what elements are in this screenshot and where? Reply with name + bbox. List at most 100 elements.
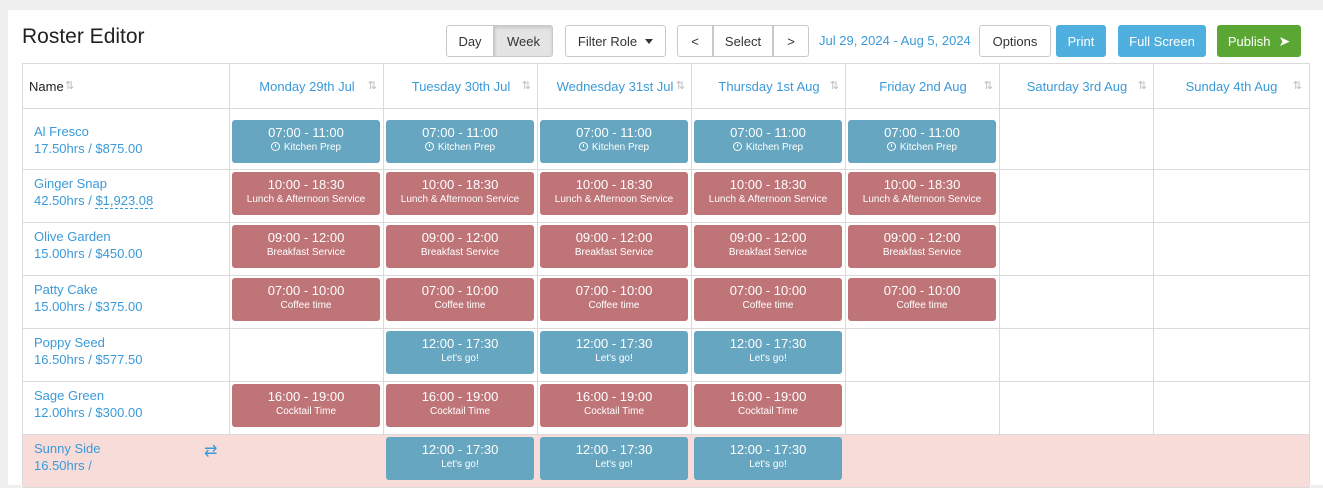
shift-card[interactable]: 12:00 - 17:30 Let's go! [386,437,534,480]
column-header-day-label: Saturday 3rd Aug [1026,78,1128,94]
employee-name-link[interactable]: Patty Cake [34,282,98,297]
shift-time: 09:00 - 12:00 [421,230,499,245]
shift-role-label: Kitchen Prep [437,142,496,153]
shift-card[interactable]: 07:00 - 11:00 Kitchen Prep [848,120,996,163]
filter-role-dropdown[interactable]: Filter Role [565,25,666,57]
sort-icon[interactable]: ⇅ [367,80,377,92]
shift-card[interactable]: 16:00 - 19:00 Cocktail Time [232,384,380,427]
column-divider [691,63,692,485]
column-header-day-label: Wednesday 31st Jul [556,78,674,94]
shift-description: Kitchen Prep [232,141,380,155]
column-header-day[interactable]: Friday 2nd Aug ⇅ [846,63,1000,109]
table-row: Ginger Snap 42.50hrs / $1,923.08 10:00 - 1… [23,170,1309,223]
shift-card[interactable]: 09:00 - 12:00 Breakfast Service [848,225,996,268]
shift-card[interactable]: 10:00 - 18:30 Lunch & Afternoon Service [386,172,534,215]
shift-card[interactable]: 09:00 - 12:00 Breakfast Service [694,225,842,268]
day-view-button[interactable]: Day [446,25,494,57]
shift-role-label: Cocktail Time [583,406,644,417]
employee-pay-link[interactable]: $1,923.08 [95,193,154,209]
sort-icon[interactable]: ⇅ [829,80,839,92]
shift-card[interactable]: 07:00 - 10:00 Coffee time [232,278,380,321]
shift-card[interactable]: 07:00 - 11:00 Kitchen Prep [694,120,842,163]
shift-card[interactable]: 16:00 - 19:00 Cocktail Time [694,384,842,427]
sort-icon[interactable]: ⇅ [983,80,993,92]
column-header-name[interactable]: Name ⇅ [23,63,229,109]
shift-time: 10:00 - 18:30 [575,177,653,192]
shift-card[interactable]: 12:00 - 17:30 Let's go! [386,331,534,374]
column-header-day[interactable]: Saturday 3rd Aug ⇅ [1000,63,1154,109]
shift-time: 09:00 - 12:00 [883,230,961,245]
table-row: Sunny Side 16.50hrs / ⇄ 12:00 - 17:30 Let's… [23,435,1309,488]
shift-card[interactable]: 07:00 - 11:00 Kitchen Prep [540,120,688,163]
shift-card[interactable]: 16:00 - 19:00 Cocktail Time [540,384,688,427]
shift-role-label: Breakfast Service [420,247,500,258]
clock-icon [578,142,588,151]
shift-card[interactable]: 07:00 - 10:00 Coffee time [848,278,996,321]
employee-info: Sunny Side 16.50hrs / [34,440,101,474]
shift-time: 12:00 - 17:30 [575,442,653,457]
shift-card[interactable]: 07:00 - 10:00 Coffee time [540,278,688,321]
shuffle-icon[interactable]: ⇄ [204,443,218,460]
shift-card[interactable]: 10:00 - 18:30 Lunch & Afternoon Service [694,172,842,215]
shift-card[interactable]: 10:00 - 18:30 Lunch & Afternoon Service [848,172,996,215]
employee-name-link[interactable]: Al Fresco [34,124,89,139]
shift-description: Cocktail Time [694,405,842,419]
shift-card[interactable]: 07:00 - 10:00 Coffee time [694,278,842,321]
employee-name-link[interactable]: Poppy Seed [34,335,105,350]
column-divider [845,63,846,485]
shift-card[interactable]: 09:00 - 12:00 Breakfast Service [386,225,534,268]
shift-card[interactable]: 10:00 - 18:30 Lunch & Afternoon Service [540,172,688,215]
sort-icon[interactable]: ⇅ [521,80,531,92]
shift-time: 07:00 - 11:00 [422,125,498,140]
column-header-day[interactable]: Monday 29th Jul ⇅ [230,63,384,109]
column-header-day[interactable]: Thursday 1st Aug ⇅ [692,63,846,109]
shift-role-label: Coffee time [434,300,486,311]
shift-card[interactable]: 12:00 - 17:30 Let's go! [694,437,842,480]
employee-hours: 42.50hrs / [34,193,96,208]
previous-week-button[interactable]: < [677,25,713,57]
publish-button[interactable]: Publish ➤ [1217,25,1301,57]
shift-card[interactable]: 16:00 - 19:00 Cocktail Time [386,384,534,427]
print-button[interactable]: Print [1056,25,1106,57]
column-divider [383,63,384,485]
column-header-day[interactable]: Wednesday 31st Jul ⇅ [538,63,692,109]
select-date-button[interactable]: Select [713,25,773,57]
shift-time: 10:00 - 18:30 [729,177,807,192]
week-view-button[interactable]: Week [494,25,553,57]
sort-icon[interactable]: ⇅ [675,80,685,92]
shift-description: Breakfast Service [694,246,842,260]
shift-time: 07:00 - 10:00 [729,283,807,298]
full-screen-button[interactable]: Full Screen [1118,25,1206,57]
shift-card[interactable]: 09:00 - 12:00 Breakfast Service [232,225,380,268]
sort-icon[interactable]: ⇅ [65,80,74,92]
shift-card[interactable]: 12:00 - 17:30 Let's go! [694,331,842,374]
shift-time: 07:00 - 10:00 [883,283,961,298]
shift-card[interactable]: 09:00 - 12:00 Breakfast Service [540,225,688,268]
employee-name-link[interactable]: Olive Garden [34,229,111,244]
column-header-day[interactable]: Tuesday 30th Jul ⇅ [384,63,538,109]
date-range-label[interactable]: Jul 29, 2024 - Aug 5, 2024 [819,33,971,48]
shift-description: Coffee time [232,299,380,313]
shift-role-label: Breakfast Service [266,247,346,258]
employee-hours-pay: 17.50hrs / $875.00 [34,141,143,156]
employee-name-link[interactable]: Sunny Side [34,441,101,456]
column-divider [1153,63,1154,485]
shift-role-label: Let's go! [595,459,633,470]
employee-name-link[interactable]: Sage Green [34,388,105,403]
shift-role-label: Breakfast Service [574,247,654,258]
sort-icon[interactable]: ⇅ [1137,80,1147,92]
options-button[interactable]: Options [979,25,1051,57]
shift-card[interactable]: 10:00 - 18:30 Lunch & Afternoon Service [232,172,380,215]
employee-name-link[interactable]: Ginger Snap [34,176,107,191]
clock-icon [886,142,896,151]
shift-card[interactable]: 07:00 - 11:00 Kitchen Prep [386,120,534,163]
column-divider [999,63,1000,485]
shift-time: 10:00 - 18:30 [883,177,961,192]
shift-card[interactable]: 07:00 - 11:00 Kitchen Prep [232,120,380,163]
next-week-button[interactable]: > [773,25,809,57]
shift-card[interactable]: 07:00 - 10:00 Coffee time [386,278,534,321]
column-header-day[interactable]: Sunday 4th Aug ⇅ [1154,63,1309,109]
shift-card[interactable]: 12:00 - 17:30 Let's go! [540,437,688,480]
sort-icon[interactable]: ⇅ [1292,80,1302,92]
shift-card[interactable]: 12:00 - 17:30 Let's go! [540,331,688,374]
